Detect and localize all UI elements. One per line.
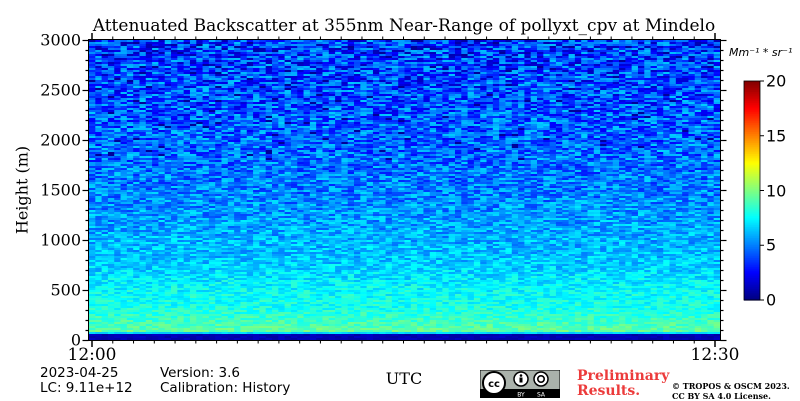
heatmap-cells (89, 40, 721, 341)
